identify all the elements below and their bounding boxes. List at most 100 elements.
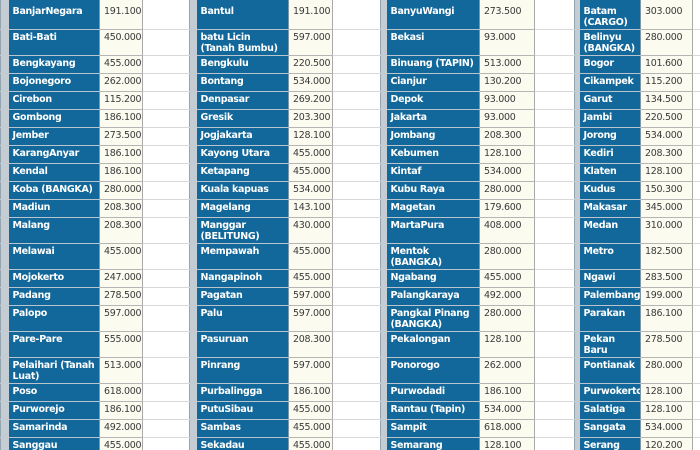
price-cell: 455.000: [288, 243, 333, 270]
column-spacer: [692, 243, 700, 270]
column-spacer: [534, 91, 575, 110]
table-row: Palopo 597.000 Palu 597.000 Pangkal Pinang (…: [0, 305, 700, 332]
column-gap-strip: [0, 401, 9, 420]
table-row: Kendal 186.100 Ketapang 455.000 Kintaf 534.00…: [0, 163, 700, 182]
price-cell: 280.000: [640, 29, 693, 56]
column-spacer: [534, 109, 575, 128]
city-cell: Jambi: [579, 109, 641, 128]
price-cell: 534.000: [288, 181, 333, 200]
column-spacer: [534, 287, 575, 306]
column-spacer: [692, 127, 700, 146]
city-cell: Jombang: [386, 127, 480, 146]
price-cell: 186.100: [99, 109, 143, 128]
city-cell: Kintaf: [386, 163, 480, 182]
column-spacer: [142, 199, 190, 218]
city-cell: Purbalingga: [196, 383, 289, 402]
column-gap-strip: [380, 73, 387, 92]
table-row: Gombong 186.100 Gresik 203.300 Jakarta 93.000…: [0, 109, 700, 128]
city-cell: Rantau (Tapin): [386, 401, 480, 420]
column-gap-strip: [380, 437, 387, 450]
column-gap-strip: [380, 109, 387, 128]
column-gap-strip: [380, 4, 387, 30]
city-cell: KarangAnyar: [8, 145, 100, 164]
price-cell: 186.100: [288, 383, 333, 402]
column-gap-strip: [0, 217, 9, 244]
price-cell: 455.000: [99, 243, 143, 270]
price-cell: 143.100: [288, 199, 333, 218]
price-cell: 186.100: [99, 145, 143, 164]
column-gap-strip: [189, 437, 197, 450]
city-cell-sliver: [579, 0, 641, 4]
column-gap-strip: [380, 199, 387, 218]
table-row: Cirebon 115.200 Denpasar 269.200 Depok 93.000…: [0, 91, 700, 110]
city-cell: PutuSibau: [196, 401, 289, 420]
column-gap-strip: [574, 181, 580, 200]
city-cell: Jakarta: [386, 109, 480, 128]
column-spacer: [534, 127, 575, 146]
column-gap-strip: [0, 357, 9, 384]
table-row: Jember 273.500 Jogjakarta 128.100 Jombang 208…: [0, 127, 700, 146]
price-cell: 93.000: [479, 91, 535, 110]
city-cell: MartaPura: [386, 217, 480, 244]
price-cell: 345.000: [640, 199, 693, 218]
price-cell: 455.000: [288, 419, 333, 438]
city-cell: Madiun: [8, 199, 100, 218]
price-cell: 208.300: [288, 331, 333, 358]
city-cell: Sekadau: [196, 437, 289, 450]
price-cell: 191.100: [288, 4, 333, 30]
price-cell: 430.000: [288, 217, 333, 244]
column-gap-strip: [189, 109, 197, 128]
column-gap-strip: [0, 4, 9, 30]
column-gap-strip: [0, 29, 9, 56]
price-cell-sliver: [640, 0, 693, 4]
price-cell: 186.100: [640, 305, 693, 332]
city-cell: Cirebon: [8, 91, 100, 110]
city-cell: Melawai: [8, 243, 100, 270]
column-gap-strip: [380, 145, 387, 164]
price-cell: 128.100: [479, 145, 535, 164]
column-spacer: [332, 4, 381, 30]
column-gap-strip: [189, 269, 197, 288]
column-spacer: [332, 401, 381, 420]
column-gap-strip: [574, 305, 580, 332]
column-spacer: [692, 331, 700, 358]
price-cell: 203.300: [288, 109, 333, 128]
table-row: Bojonegoro 262.000 Bontang 534.000 Cianjur 13…: [0, 73, 700, 92]
column-spacer: [692, 145, 700, 164]
city-cell: Gombong: [8, 109, 100, 128]
column-spacer: [534, 331, 575, 358]
column-gap-strip: [380, 29, 387, 56]
column-spacer: [692, 305, 700, 332]
column-gap-strip: [189, 55, 197, 74]
column-spacer: [142, 419, 190, 438]
column-spacer: [534, 4, 575, 30]
price-cell: 534.000: [640, 419, 693, 438]
table-row: Madiun 208.300 Magelang 143.100 Magetan 179.6…: [0, 199, 700, 218]
price-cell: 93.000: [479, 29, 535, 56]
column-spacer: [534, 73, 575, 92]
column-gap-strip: [380, 163, 387, 182]
city-cell: Koba (BANGKA): [8, 181, 100, 200]
city-cell: Mentok (BANGKA): [386, 243, 480, 270]
column-spacer: [534, 243, 575, 270]
column-gap-strip: [380, 0, 387, 4]
column-gap-strip: [574, 73, 580, 92]
column-gap-strip: [189, 383, 197, 402]
city-cell: Medan: [579, 217, 641, 244]
price-cell: 128.100: [640, 163, 693, 182]
column-gap-strip: [574, 127, 580, 146]
city-cell-sliver: [8, 0, 100, 4]
table-row: BanjarNegara 191.100 Bantul 191.100 BanyuWan…: [0, 4, 700, 30]
table-row: Poso 618.000 Purbalingga 186.100 Purwodadi 18…: [0, 383, 700, 402]
city-cell: Denpasar: [196, 91, 289, 110]
price-cell: 597.000: [288, 357, 333, 384]
city-cell: Pinrang: [196, 357, 289, 384]
column-gap-strip: [380, 243, 387, 270]
city-cell: Kediri: [579, 145, 641, 164]
column-spacer: [692, 357, 700, 384]
price-cell: 273.500: [99, 127, 143, 146]
city-cell: Batam (CARGO): [579, 4, 641, 30]
city-cell: Poso: [8, 383, 100, 402]
column-spacer: [142, 217, 190, 244]
